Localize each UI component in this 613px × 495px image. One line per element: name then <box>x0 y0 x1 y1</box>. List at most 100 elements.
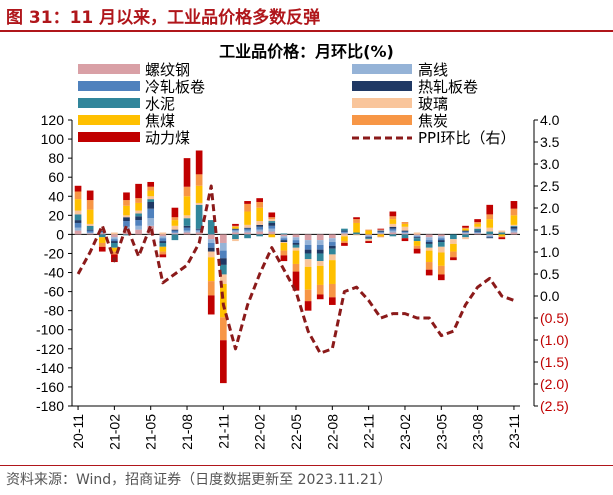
bar-segment-hotroll <box>98 230 106 232</box>
bar-segment-coldroll <box>389 228 397 231</box>
right-axis-tick-label: 3.0 <box>540 156 560 172</box>
bar-segment-coking <box>207 281 215 296</box>
bar-segment-wire <box>86 232 94 234</box>
bar-segment-rebar <box>462 233 469 235</box>
legend-label-wire: 高线 <box>418 61 448 79</box>
bar-segment-coldroll <box>304 244 312 250</box>
bar-segment-hotroll <box>316 249 324 254</box>
bar-segment-thermal <box>171 207 179 218</box>
bar-segment-rebar <box>413 234 421 236</box>
bar-segment-cement <box>328 248 336 255</box>
bar-segment-coking <box>510 208 518 216</box>
bar-segment-thermal <box>413 248 421 254</box>
bar-segment-coke <box>389 219 397 224</box>
bar-segment-coke <box>292 250 300 264</box>
bar-segment-cement <box>135 213 142 217</box>
bar-segment-rebar <box>377 233 385 235</box>
bar-segment-coking <box>401 222 409 224</box>
bar-segment-cement <box>183 218 191 226</box>
bar-segment-wire <box>135 225 142 230</box>
chart-title: 工业品价格：月环比(%) <box>219 42 394 61</box>
bar-segment-coking <box>316 284 324 295</box>
legend-swatch-wire <box>352 64 412 74</box>
bar-segment-coldroll <box>244 228 251 231</box>
x-axis-tick-label: 22-08 <box>324 414 340 450</box>
bar-segment-wire <box>171 232 179 234</box>
right-axis-tick-label: (0.5) <box>540 310 569 326</box>
bar-segment-thermal <box>244 201 251 204</box>
bar-segment-hotroll <box>171 229 179 231</box>
bar-segment-hotroll <box>365 237 372 239</box>
bar-segment-coldroll <box>98 231 106 233</box>
bar-segment-thermal <box>474 219 481 223</box>
bar-segment-cement <box>220 264 227 275</box>
bar-segment-hotroll <box>328 245 336 249</box>
legend-label-coking: 焦炭 <box>418 112 448 130</box>
bar-segment-cement <box>232 234 239 240</box>
legend-label-coke: 焦煤 <box>145 112 175 130</box>
bar-segment-glass <box>328 254 336 261</box>
right-axis-tick-label: 1.5 <box>540 222 560 238</box>
bar-segment-glass <box>450 239 457 244</box>
left-axis-tick-label: 100 <box>41 131 65 147</box>
bar-segment-coldroll <box>111 239 118 242</box>
bar-segment-glass <box>341 234 348 237</box>
bar-segment-hotroll <box>123 217 130 222</box>
bar-segment-coldroll <box>401 231 409 233</box>
left-axis-tick-label: 40 <box>48 188 64 204</box>
bar-segment-coke <box>207 257 215 282</box>
bar-segment-hotroll <box>183 225 191 228</box>
bar-segment-coke <box>437 252 445 266</box>
right-axis-tick-label: 4.0 <box>540 112 560 128</box>
bar-segment-cement <box>316 253 324 262</box>
bar-segment-glass <box>474 226 481 229</box>
bar-segment-thermal <box>425 269 433 276</box>
bar-segment-wire <box>316 240 324 245</box>
bar-segment-coldroll <box>220 250 227 259</box>
bar-segment-wire <box>377 232 385 234</box>
left-axis-tick-label: -180 <box>36 398 64 414</box>
bar-segment-coking <box>425 262 433 270</box>
bar-segment-coking <box>232 225 239 227</box>
x-axis-tick-label: 23-02 <box>397 414 413 450</box>
bar-segment-coking <box>74 191 82 200</box>
bar-segment-coldroll <box>292 240 300 243</box>
bar-segment-coking <box>268 217 276 220</box>
bar-segment-hotroll <box>437 240 445 243</box>
bar-segment-coke <box>498 234 506 237</box>
bar-segment-coking <box>389 216 397 220</box>
left-axis-tick-label: 0 <box>56 226 64 242</box>
legend-swatch-rebar <box>78 64 140 74</box>
bar-segment-coke <box>486 219 494 228</box>
bar-segment-rebar <box>244 232 251 235</box>
bar-segment-rebar <box>437 234 445 237</box>
bar-segment-coldroll <box>425 240 433 243</box>
bar-segment-wire <box>74 227 82 231</box>
bar-segment-glass <box>135 210 142 214</box>
bar-segment-coke <box>450 243 457 252</box>
bar-segment-coking <box>220 317 227 341</box>
bar-segment-cement <box>474 228 481 231</box>
x-axis-tick-label: 21-02 <box>106 414 122 450</box>
bar-segment-wire <box>207 239 215 243</box>
bar-segment-rebar <box>328 234 336 239</box>
bar-segment-coke <box>474 223 481 227</box>
bar-segment-coke <box>353 222 360 233</box>
bar-segment-coldroll <box>86 230 94 233</box>
bar-segment-coldroll <box>280 238 288 241</box>
bar-segment-thermal <box>304 301 312 311</box>
bar-segment-hotroll <box>425 242 433 244</box>
bar-segment-coke <box>268 234 276 238</box>
bar-segment-wire <box>462 232 469 234</box>
bar-segment-cement <box>450 234 457 240</box>
right-axis-tick-label: 1.0 <box>540 244 560 260</box>
bar-segment-glass <box>123 215 130 218</box>
bar-segment-hotroll <box>486 237 494 239</box>
bar-segment-rebar <box>98 233 106 235</box>
x-axis-tick-label: 22-11 <box>361 414 377 449</box>
bar-segment-thermal <box>437 274 445 281</box>
figure-header: 图 31：11 月以来，工业品价格多数反弹 <box>0 0 613 32</box>
bar-segment-rebar <box>207 234 215 240</box>
bar-segment-thermal <box>123 192 130 201</box>
